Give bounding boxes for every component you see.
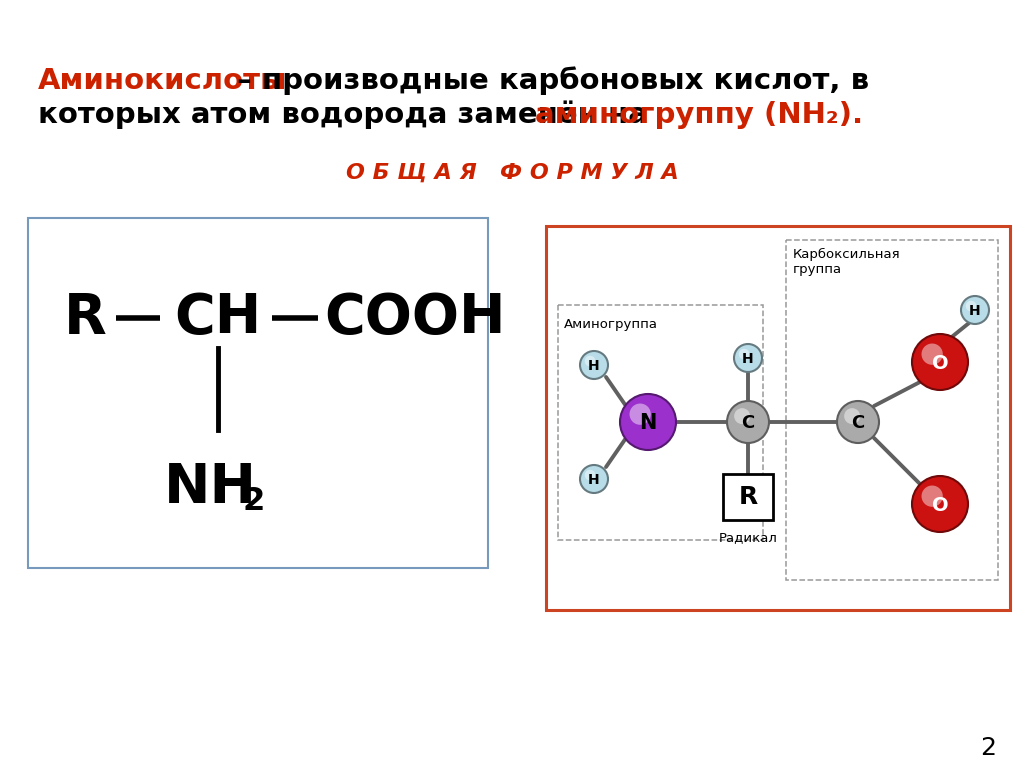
Circle shape [580, 465, 608, 493]
Circle shape [912, 334, 968, 390]
Circle shape [630, 403, 651, 425]
Text: C: C [741, 414, 755, 432]
Text: C: C [851, 414, 864, 432]
Circle shape [922, 486, 943, 507]
Text: N: N [639, 413, 656, 433]
Text: H: H [588, 359, 600, 373]
Text: H: H [742, 352, 754, 366]
FancyBboxPatch shape [28, 218, 488, 568]
Text: O: O [932, 496, 948, 515]
Text: 2: 2 [243, 486, 265, 518]
Text: O: O [932, 354, 948, 373]
Circle shape [580, 351, 608, 379]
Text: H: H [969, 304, 981, 318]
Circle shape [844, 408, 860, 424]
Text: Карбоксильная
группа: Карбоксильная группа [793, 248, 901, 276]
Text: Аминокислоты: Аминокислоты [38, 67, 288, 94]
Text: COOH: COOH [325, 291, 506, 345]
Circle shape [922, 344, 943, 365]
Circle shape [585, 469, 595, 480]
Text: CH: CH [174, 291, 261, 345]
Circle shape [727, 401, 769, 443]
Text: О Б Щ А Я   Ф О Р М У Л А: О Б Щ А Я Ф О Р М У Л А [346, 163, 678, 183]
Text: которых атом водорода заменён на: которых атом водорода заменён на [38, 100, 657, 130]
Circle shape [620, 394, 676, 450]
Circle shape [734, 408, 751, 424]
Circle shape [961, 296, 989, 324]
Circle shape [734, 344, 762, 372]
Circle shape [912, 476, 968, 532]
Circle shape [585, 356, 595, 367]
FancyBboxPatch shape [723, 474, 773, 520]
Circle shape [738, 349, 750, 360]
FancyBboxPatch shape [546, 226, 1010, 610]
Text: Аминогруппа: Аминогруппа [564, 318, 658, 331]
Circle shape [966, 301, 977, 311]
Text: – производные карбоновых кислот, в: – производные карбоновых кислот, в [227, 66, 869, 95]
Text: Радикал: Радикал [719, 531, 777, 544]
Text: NH: NH [164, 461, 256, 515]
Text: R: R [738, 485, 758, 509]
Text: аминогруппу (NH₂).: аминогруппу (NH₂). [535, 101, 862, 129]
Text: R: R [63, 291, 106, 345]
Text: 2: 2 [980, 736, 996, 760]
Text: H: H [588, 472, 600, 487]
Circle shape [837, 401, 879, 443]
